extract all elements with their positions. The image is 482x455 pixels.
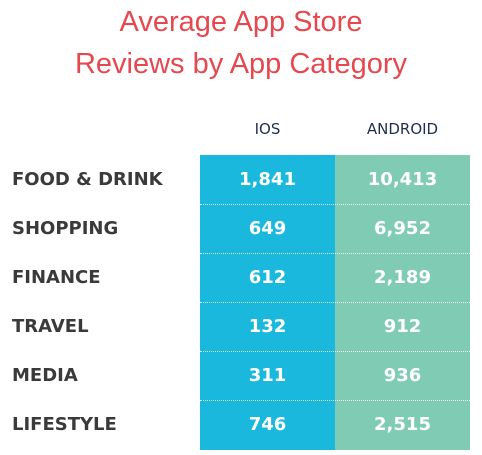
ios-value: 132 [248,316,287,337]
android-value: 2,189 [374,267,431,288]
ios-value: 311 [248,365,287,386]
ios-value: 612 [248,267,287,288]
android-value: 2,515 [374,414,431,435]
android-value: 10,413 [367,169,438,190]
android-value: 912 [383,316,422,337]
ios-value: 746 [248,414,287,435]
row-separator [200,400,470,401]
row-separator [200,204,470,205]
row-separator [200,351,470,352]
row-label: LIFESTYLE [12,414,117,435]
android-value: 6,952 [374,218,431,239]
ios-value: 1,841 [239,169,296,190]
row-label: SHOPPING [12,218,119,239]
title: Average App Store [119,6,363,38]
column-header: ANDROID [366,120,439,138]
row-separator [200,302,470,303]
row-label: FINANCE [12,267,101,288]
column-header: IOS [254,120,281,138]
ios-value: 649 [248,218,287,239]
row-label: TRAVEL [12,316,89,337]
row-label: MEDIA [12,365,78,386]
title: Reviews by App Category [74,48,408,80]
android-value: 936 [383,365,422,386]
row-label: FOOD & DRINK [12,169,163,190]
row-separator [200,253,470,254]
